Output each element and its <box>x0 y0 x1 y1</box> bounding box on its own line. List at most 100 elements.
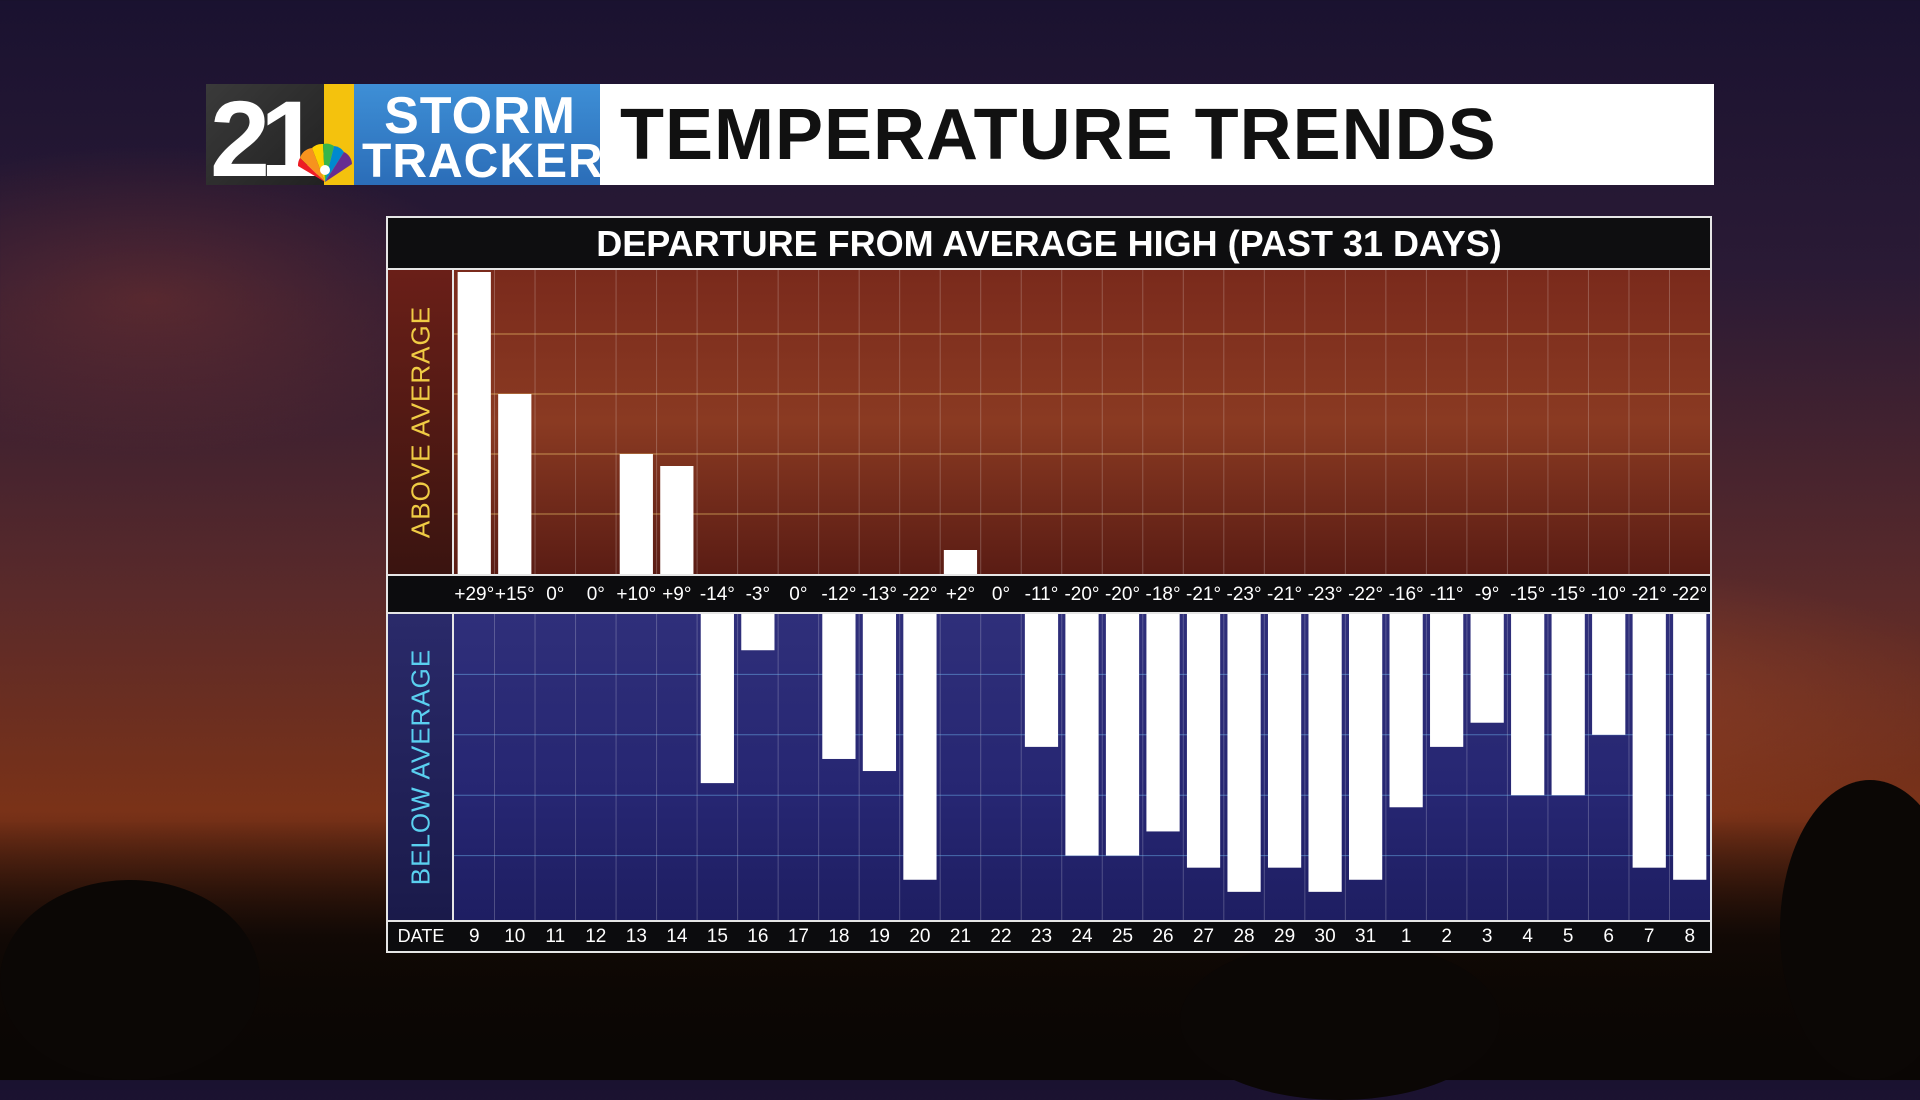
date-tick-label: 12 <box>585 926 606 947</box>
value-label: +2° <box>946 584 975 605</box>
bar <box>1592 614 1626 735</box>
bar <box>822 614 856 759</box>
date-tick-label: 21 <box>950 926 971 947</box>
logo-line1: STORM <box>384 87 576 145</box>
value-label: -22° <box>1348 584 1383 605</box>
bar <box>1024 614 1059 747</box>
tree-silhouette-left <box>0 880 260 1080</box>
date-tick-label: 3 <box>1482 926 1493 947</box>
date-tick-label: 31 <box>1355 926 1376 947</box>
logo-storm-tracker: STORM TRACKER <box>354 84 600 185</box>
value-label: -20° <box>1064 584 1099 605</box>
value-label: -15° <box>1551 584 1586 605</box>
value-label: +15° <box>495 584 535 605</box>
value-label: -21° <box>1267 584 1302 605</box>
above-average-label-column: ABOVE AVERAGE <box>388 270 454 574</box>
date-tick-label: 30 <box>1315 926 1336 947</box>
date-tick-label: 17 <box>788 926 809 947</box>
bar <box>457 272 491 574</box>
station-logo: 21 STORM TRACKER <box>206 84 600 185</box>
value-label: 0° <box>789 584 807 605</box>
date-tick-label: 27 <box>1193 926 1214 947</box>
value-label: -21° <box>1632 584 1667 605</box>
value-label: -23° <box>1308 584 1343 605</box>
bar <box>903 614 937 880</box>
date-tick-label: 9 <box>469 926 480 947</box>
value-label: -20° <box>1105 584 1140 605</box>
value-label: -14° <box>700 584 735 605</box>
value-label: -11° <box>1025 584 1059 605</box>
date-row: DATE <box>388 920 1710 951</box>
bar <box>862 614 897 772</box>
date-tick-label: 11 <box>545 926 565 947</box>
bar <box>1349 614 1383 880</box>
date-tick-label: 26 <box>1152 926 1173 947</box>
date-tick-label: 19 <box>869 926 890 947</box>
value-label: +29° <box>454 584 494 605</box>
value-label: -21° <box>1186 584 1221 605</box>
value-label: -10° <box>1591 584 1626 605</box>
date-tick-label: 14 <box>666 926 688 947</box>
value-label-row <box>388 574 1710 614</box>
value-label: -11° <box>1430 584 1464 605</box>
value-label: -16° <box>1389 584 1424 605</box>
header: 21 STORM TRACKER TEMPERATURE TRENDS <box>206 84 1714 185</box>
value-label: -9° <box>1475 584 1500 605</box>
value-label: -22° <box>1672 584 1707 605</box>
tree-silhouette-center <box>1180 940 1500 1100</box>
bar <box>1227 614 1261 892</box>
date-tick-label: 5 <box>1563 926 1574 947</box>
date-tick-label: 7 <box>1644 926 1655 947</box>
value-label: -15° <box>1510 584 1545 605</box>
value-label: 0° <box>546 584 564 605</box>
value-label: +10° <box>616 584 656 605</box>
bar <box>943 550 978 574</box>
date-tick-label: 22 <box>990 926 1011 947</box>
chart-panel: DEPARTURE FROM AVERAGE HIGH (PAST 31 DAY… <box>386 216 1712 953</box>
bar <box>1105 614 1140 856</box>
date-tick-label: 8 <box>1684 926 1695 947</box>
bar <box>619 454 653 574</box>
bar <box>1673 614 1707 880</box>
bar <box>1511 614 1545 796</box>
date-tick-label: 15 <box>707 926 728 947</box>
bar <box>660 466 694 574</box>
bar <box>1551 614 1585 796</box>
value-label: -22° <box>902 584 937 605</box>
tree-silhouette-right <box>1780 780 1920 1080</box>
bar <box>1389 614 1423 808</box>
date-tick-label: 4 <box>1522 926 1533 947</box>
title-bar: TEMPERATURE TRENDS <box>600 84 1714 185</box>
value-label: -13° <box>862 584 897 605</box>
value-label: 0° <box>587 584 605 605</box>
date-tick-label: 10 <box>504 926 525 947</box>
date-tick-label: 6 <box>1603 926 1614 947</box>
value-label: -3° <box>746 584 771 605</box>
bar <box>1267 614 1302 868</box>
date-tick-label: 16 <box>747 926 768 947</box>
bar <box>1632 614 1666 868</box>
value-label: -12° <box>821 584 856 605</box>
value-label: -18° <box>1146 584 1181 605</box>
bar <box>1146 614 1180 832</box>
bar <box>700 614 734 784</box>
bar <box>1308 614 1342 892</box>
value-label: -23° <box>1227 584 1262 605</box>
chart-svg: +29°9+15°100°110°12+10°13+9°14-14°15-3°1… <box>454 270 1710 947</box>
bar <box>741 614 775 651</box>
date-tick-label: 24 <box>1071 926 1093 947</box>
logo-line2: TRACKER <box>362 135 600 185</box>
below-average-label-column: BELOW AVERAGE <box>388 614 454 920</box>
bar <box>1430 614 1464 747</box>
date-tick-label: 23 <box>1031 926 1052 947</box>
date-tick-label: 25 <box>1112 926 1133 947</box>
page-title: TEMPERATURE TRENDS <box>620 95 1497 175</box>
value-label: 0° <box>992 584 1010 605</box>
date-axis-label: DATE <box>397 926 445 946</box>
chart-title: DEPARTURE FROM AVERAGE HIGH (PAST 31 DAY… <box>388 218 1710 270</box>
date-tick-label: 18 <box>828 926 849 947</box>
value-label: +9° <box>662 584 691 605</box>
bar <box>1186 614 1221 868</box>
bar <box>1065 614 1099 856</box>
date-tick-label: 2 <box>1441 926 1452 947</box>
